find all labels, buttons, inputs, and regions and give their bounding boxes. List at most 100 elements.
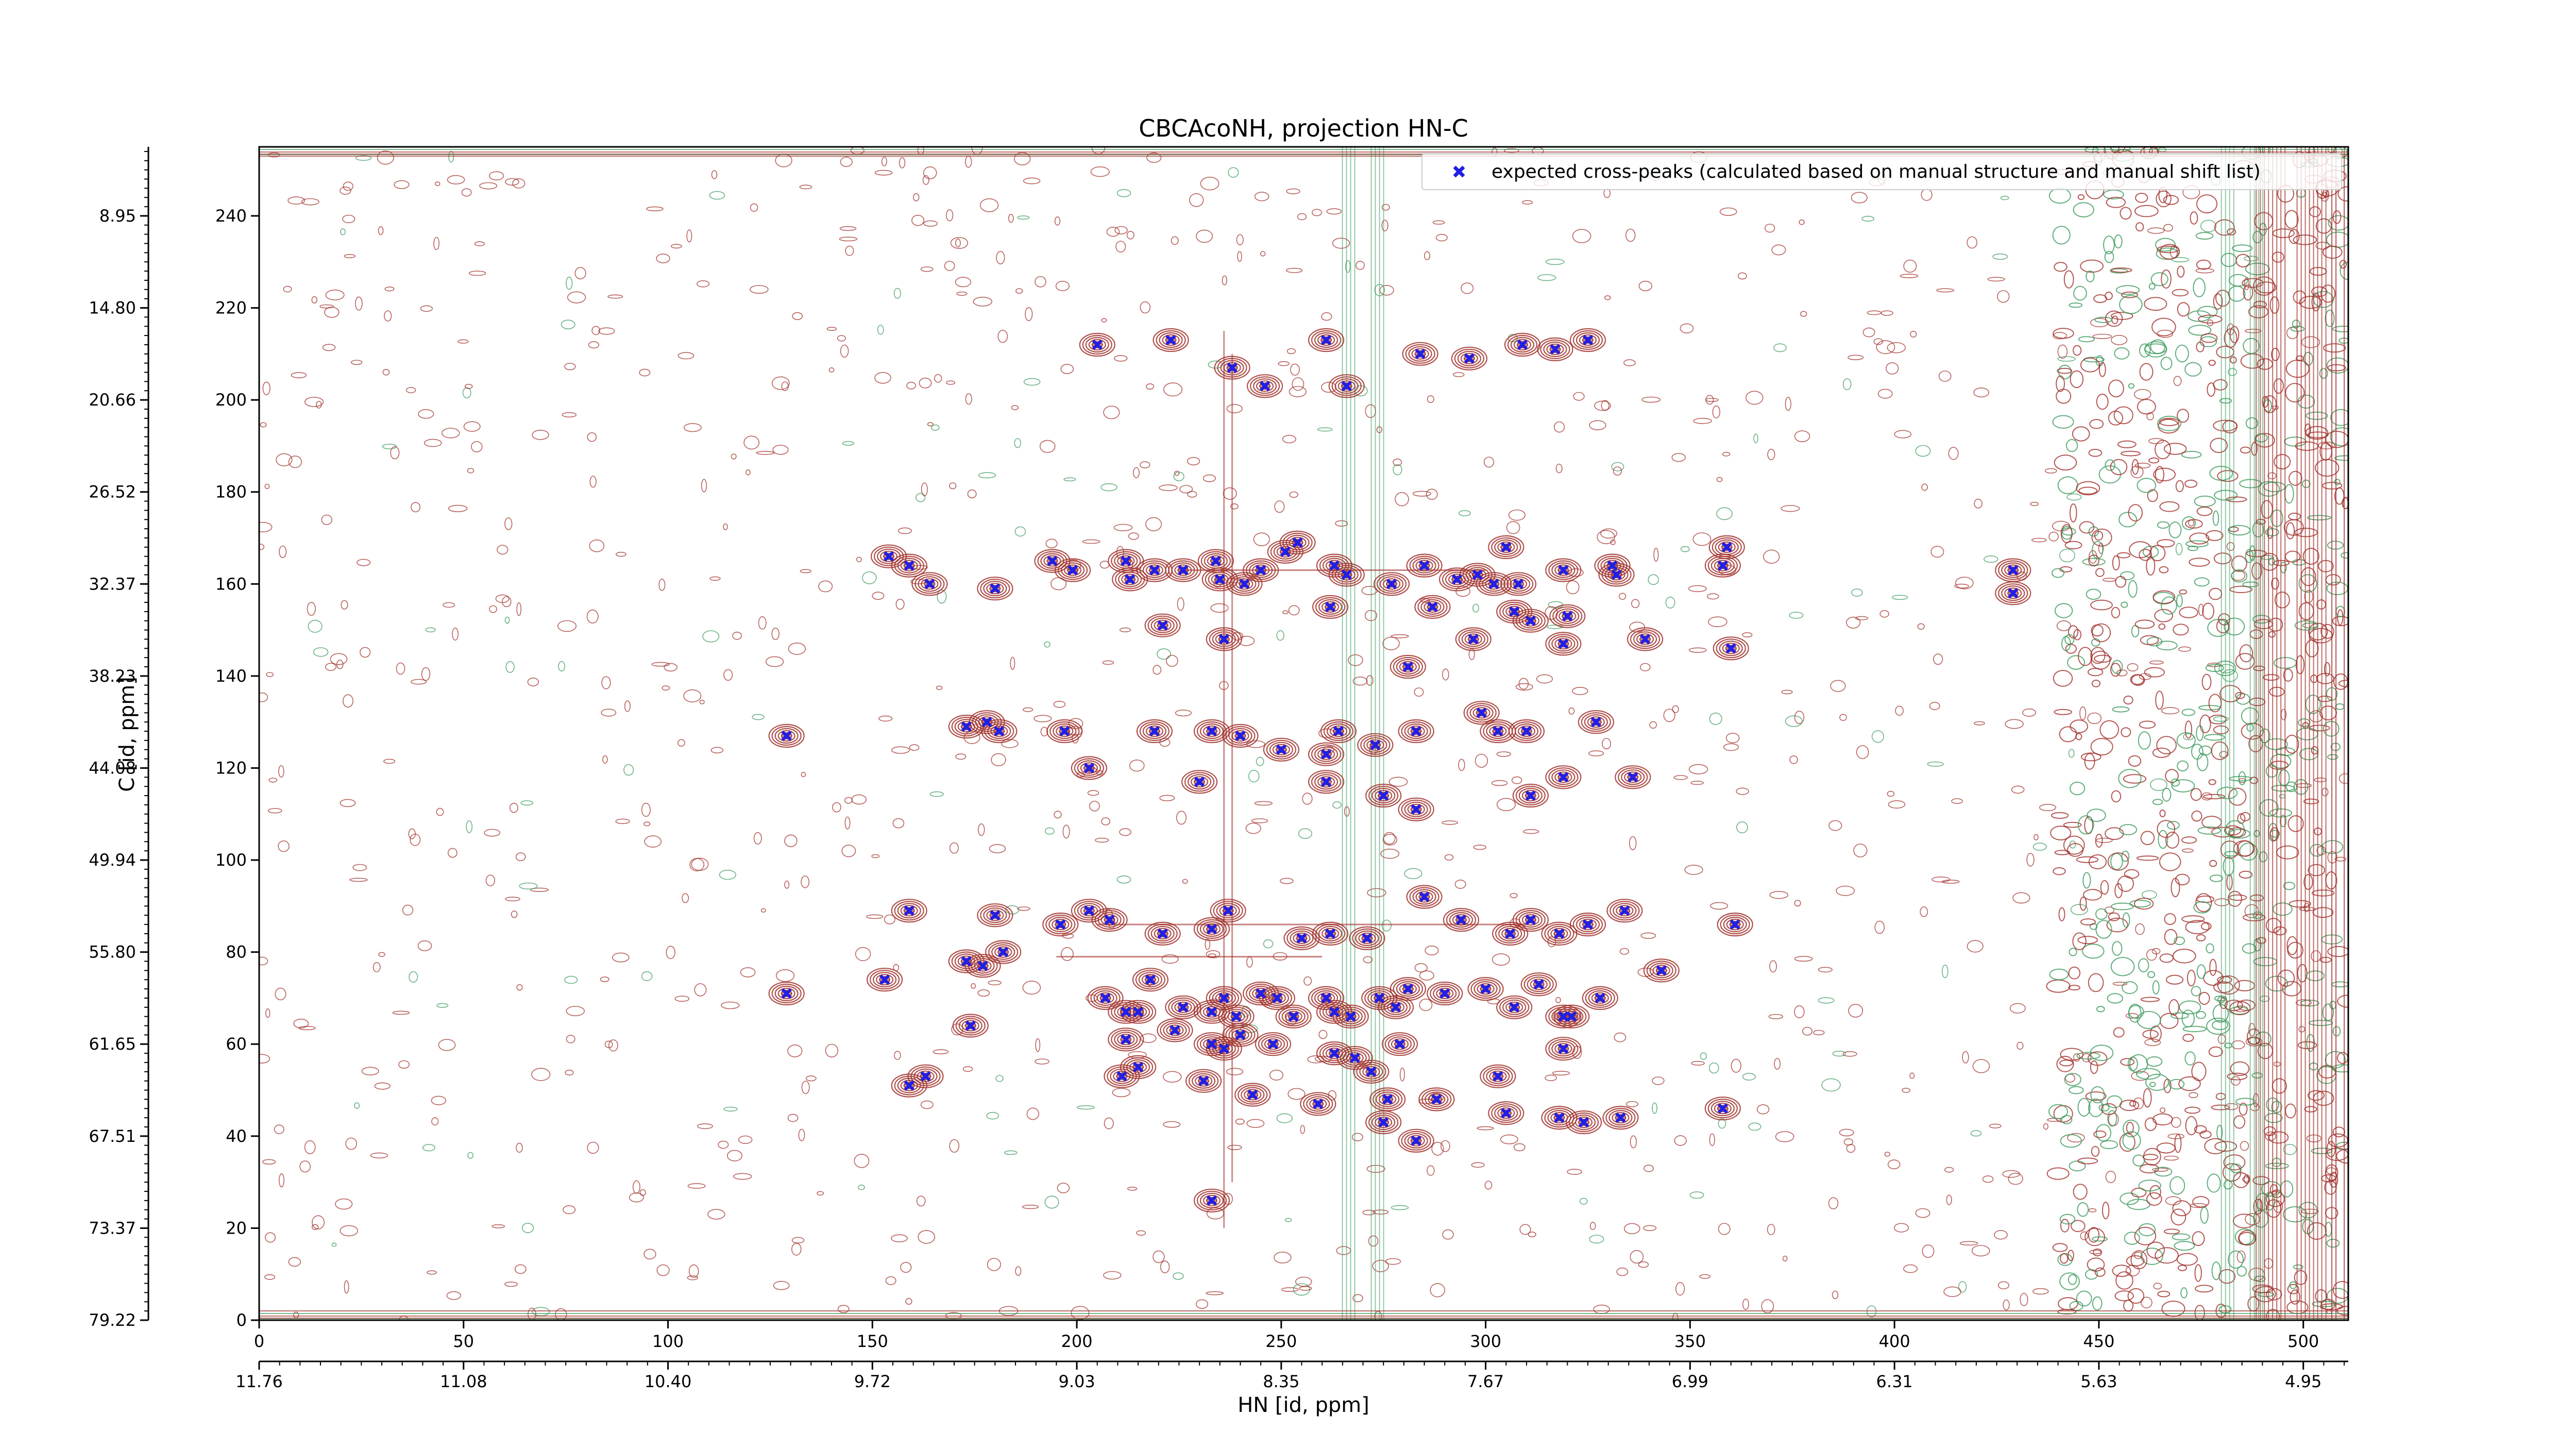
noise-contour: [497, 545, 509, 555]
noise-contour: [2185, 519, 2203, 529]
noise-contour: [2227, 228, 2236, 235]
noise-contour: [1352, 1294, 1363, 1303]
y-ppm-tick-label: 55.80: [89, 942, 136, 962]
noise-contour: [1566, 580, 1580, 595]
noise-contour: [562, 412, 577, 418]
cross-peak-marker: [1390, 1002, 1401, 1013]
noise-contour: [2160, 1107, 2166, 1113]
noise-contour: [2050, 825, 2072, 840]
noise-contour: [1202, 474, 1216, 482]
noise-contour: [2146, 949, 2157, 961]
noise-contour: [313, 647, 329, 657]
noise-contour: [1116, 875, 1131, 884]
noise-contour: [2144, 667, 2165, 678]
noise-contour: [2176, 732, 2196, 749]
noise-contour: [1106, 227, 1120, 237]
noise-contour: [987, 1258, 1001, 1271]
ridge-contour: [2260, 147, 2282, 1320]
noise-contour: [1782, 1255, 1788, 1261]
cross-peak-marker: [1320, 992, 1332, 1004]
noise-contour: [2147, 227, 2165, 234]
cross-peak-marker: [1656, 965, 1667, 976]
noise-contour: [2056, 620, 2071, 631]
noise-contour: [2171, 778, 2180, 787]
ridge-contour: [2229, 147, 2255, 1320]
noise-contour: [2094, 1267, 2106, 1277]
noise-contour: [2085, 1091, 2107, 1101]
noise-contour: [2146, 1241, 2165, 1259]
noise-contour: [920, 1100, 934, 1109]
noise-contour: [1145, 517, 1162, 531]
noise-contour: [1742, 1299, 1750, 1310]
noise-contour: [2306, 1034, 2315, 1052]
noise-contour: [2148, 457, 2160, 464]
noise-contour: [2193, 901, 2211, 914]
noise-contour: [1846, 1144, 1856, 1153]
noise-contour: [2164, 929, 2178, 945]
noise-contour: [448, 504, 468, 512]
noise-contour: [2157, 521, 2170, 529]
noise-contour: [1910, 330, 1917, 338]
noise-contour: [2174, 936, 2185, 946]
noise-contour: [1536, 674, 1553, 684]
noise-contour: [2090, 1060, 2098, 1074]
noise-contour: [1227, 1144, 1242, 1151]
noise-contour: [1972, 1059, 1990, 1073]
y-tick-label: 80: [226, 942, 247, 962]
noise-contour: [489, 171, 504, 181]
noise-contour: [2243, 1174, 2250, 1184]
noise-contour: [1388, 777, 1408, 787]
noise-contour: [1862, 327, 1875, 338]
cross-peak-marker: [1550, 344, 1561, 355]
noise-contour: [1382, 636, 1400, 650]
cross-peak-marker: [1256, 565, 1266, 576]
noise-contour: [1855, 616, 1869, 620]
noise-contour: [1254, 192, 1269, 201]
noise-contour: [1748, 1122, 1761, 1131]
noise-contour: [2211, 827, 2235, 838]
noise-contour: [709, 191, 725, 200]
noise-contour: [1640, 663, 1651, 671]
noise-contour: [1114, 355, 1128, 362]
noise-contour: [2096, 1006, 2105, 1013]
noise-contour: [2180, 1287, 2188, 1299]
noise-contour: [1691, 1060, 1705, 1066]
noise-contour: [1974, 498, 1982, 509]
noise-contour: [745, 469, 751, 476]
noise-contour: [916, 493, 926, 502]
noise-contour: [2227, 890, 2242, 907]
noise-contour: [1652, 1076, 1665, 1085]
noise-contour: [2095, 568, 2105, 577]
noise-contour: [2184, 362, 2202, 377]
noise-contour: [325, 290, 345, 300]
noise-contour: [2306, 411, 2328, 420]
noise-contour: [2150, 778, 2167, 791]
noise-contour: [312, 1215, 325, 1229]
y-tick-label: 240: [215, 206, 247, 226]
noise-contour: [2136, 855, 2159, 861]
cross-peak-marker: [1256, 988, 1266, 999]
cross-peak-marker: [1509, 1002, 1520, 1013]
noise-contour: [956, 291, 968, 296]
noise-contour: [752, 714, 765, 720]
noise-contour: [2091, 638, 2100, 647]
noise-contour: [2198, 603, 2204, 616]
noise-contour: [1842, 378, 1852, 391]
noise-contour: [2177, 409, 2189, 423]
noise-contour: [1372, 1209, 1389, 1215]
noise-contour: [2191, 810, 2202, 822]
noise-contour: [1230, 503, 1239, 510]
noise-contour: [564, 363, 576, 370]
noise-contour: [1453, 372, 1465, 377]
cross-peak-marker: [1513, 579, 1524, 589]
noise-contour: [1794, 1005, 1805, 1019]
noise-contour: [2158, 623, 2166, 630]
noise-contour: [2332, 1026, 2341, 1037]
noise-contour: [1289, 386, 1307, 398]
noise-contour: [1839, 714, 1847, 721]
noise-contour: [2174, 1134, 2182, 1153]
noise-contour: [601, 676, 611, 689]
x-ppm-tick-label: 11.76: [235, 1372, 283, 1391]
ridge-contour: [2335, 147, 2345, 1320]
cross-peak-marker: [1125, 574, 1136, 585]
